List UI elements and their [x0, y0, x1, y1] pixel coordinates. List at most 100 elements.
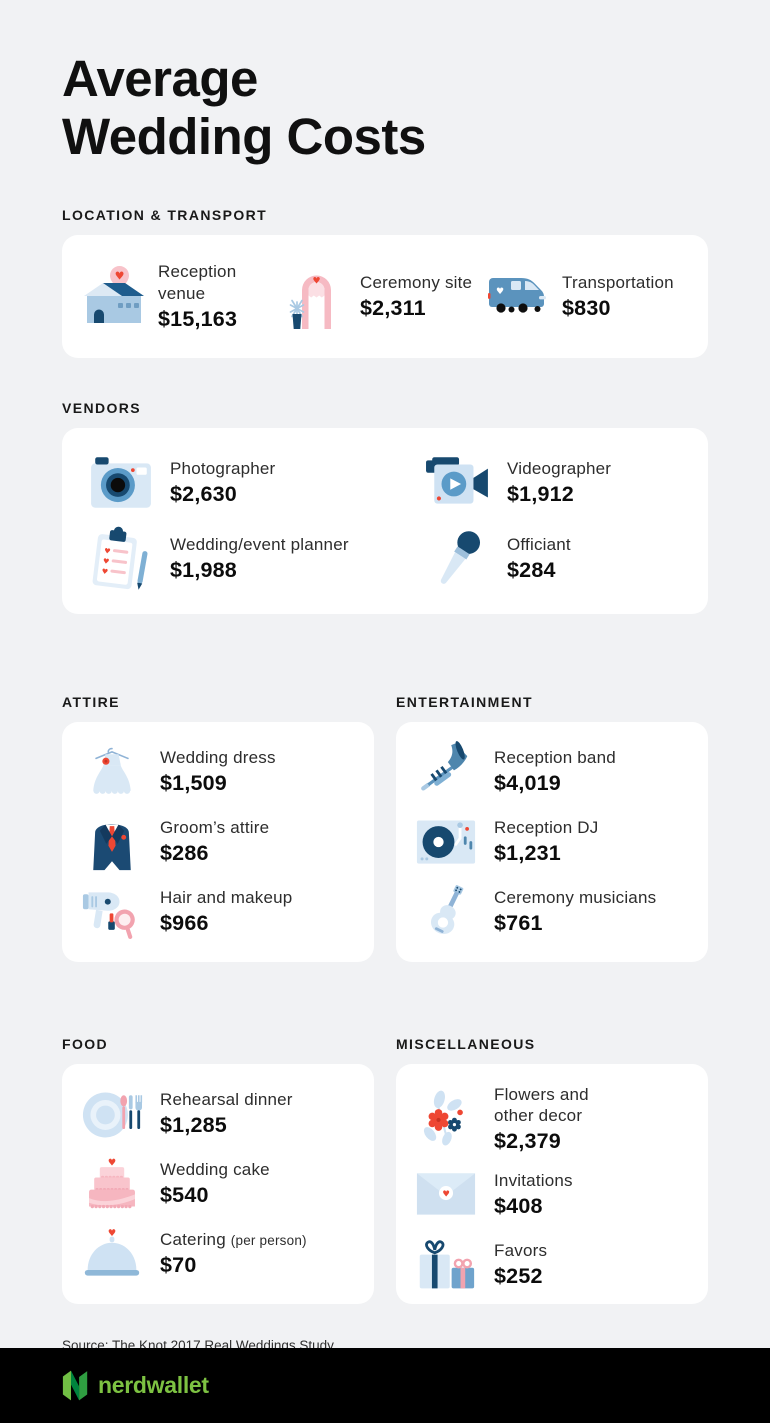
cost-label: Videographer — [507, 459, 612, 479]
cost-label: Transportation — [562, 272, 674, 292]
cost-text: Hair and makeup $966 — [160, 887, 292, 936]
svg-text:♥: ♥ — [101, 566, 109, 576]
cost-text: Flowers and other decor $2,379 — [494, 1084, 626, 1155]
cost-label: Invitations — [494, 1170, 573, 1190]
cost-text: Photographer $2,630 — [170, 458, 275, 507]
vendors-card: Photographer $2,630 Videographer $1,912 — [62, 427, 708, 614]
svg-text:♥: ♥ — [312, 276, 320, 286]
cost-value: $1,912 — [507, 482, 574, 507]
wedding-cake-icon: ♥ — [82, 1154, 142, 1214]
svg-text:♥: ♥ — [108, 1228, 116, 1239]
cost-text: Catering (per person) $70 — [160, 1229, 307, 1278]
cost-item-transportation: ♥ Transportation $830 — [486, 261, 688, 332]
cost-label: Photographer — [170, 459, 276, 479]
cost-item-ceremony-site: ♥ Ceremony site $2,311 — [284, 261, 486, 332]
cost-value: $1,509 — [160, 771, 227, 796]
cost-value: $2,379 — [494, 1129, 561, 1154]
cost-value: $540 — [160, 1183, 209, 1208]
nerdwallet-n-icon — [62, 1369, 89, 1402]
cost-item-reception-dj: Reception DJ $1,231 — [416, 812, 688, 872]
camera-icon — [88, 450, 154, 516]
microphone-icon — [425, 526, 491, 592]
flowers-icon — [416, 1089, 476, 1149]
cost-label: Flowers and other decor — [494, 1084, 589, 1125]
cost-value: $966 — [160, 911, 209, 936]
cost-item-reception-band: Reception band $4,019 — [416, 740, 688, 802]
infographic-page: Average Wedding Costs LOCATION & TRANSPOR… — [0, 50, 770, 1423]
title-line-2: Wedding Costs — [62, 107, 426, 165]
attire-card: Wedding dress $1,509 — [62, 721, 374, 962]
cost-item-photographer: Photographer $2,630 — [88, 450, 385, 516]
cost-label: Officiant — [507, 535, 571, 555]
cost-text: Favors $252 — [494, 1240, 547, 1289]
cost-value: $2,311 — [360, 296, 426, 321]
attire-column: ATTIRE — [62, 652, 374, 962]
cost-text: Reception DJ $1,231 — [494, 817, 598, 866]
section-label-entertainment: ENTERTAINMENT — [396, 693, 533, 710]
cost-value: $830 — [562, 296, 611, 321]
cost-text: Transportation $830 — [562, 272, 674, 321]
cost-label: Wedding cake — [160, 1160, 270, 1180]
cost-value: $2,630 — [170, 482, 237, 507]
cost-text: Wedding dress $1,509 — [160, 747, 276, 796]
svg-text:♥: ♥ — [442, 1189, 450, 1199]
cost-item-reception-venue: ♥ Reception venue $15,163 — [82, 261, 284, 332]
dinner-plate-icon — [82, 1084, 143, 1144]
cost-item-ceremony-musicians: Ceremony musicians $761 — [416, 882, 688, 942]
cost-item-wedding-planner: ♥ ♥ ♥ Wedding/event planner — [88, 526, 385, 592]
van-icon: ♥ — [486, 265, 550, 329]
svg-text:♥: ♥ — [108, 1157, 116, 1168]
nerdwallet-logo: nerdwallet — [62, 1369, 209, 1402]
attire-entertainment-row: ATTIRE — [62, 652, 708, 962]
cost-item-groom-attire: Groom’s attire $286 — [82, 812, 354, 872]
svg-text:♥: ♥ — [104, 546, 112, 556]
cost-value: $761 — [494, 911, 543, 936]
cost-item-officiant: Officiant $284 — [385, 526, 682, 592]
footer-bar: nerdwallet — [0, 1348, 770, 1423]
cost-label: Reception band — [494, 748, 616, 768]
cost-text: Groom’s attire $286 — [160, 817, 269, 866]
clipboard-icon: ♥ ♥ ♥ — [88, 526, 154, 592]
content-area: Average Wedding Costs LOCATION & TRANSPOR… — [0, 50, 770, 1353]
cost-label: Reception venue — [158, 262, 237, 303]
entertainment-column: ENTERTAINMENT — [396, 652, 708, 962]
envelope-heart-icon: ♥ — [416, 1164, 476, 1224]
entertainment-card: Reception band $4,019 — [396, 721, 708, 962]
turntable-icon — [416, 812, 476, 872]
location-transport-card: ♥ Reception venue $15,163 ♥ — [62, 235, 708, 358]
cost-label: Groom’s attire — [160, 818, 270, 838]
cost-value: $284 — [507, 558, 556, 583]
cost-label-suffix: (per person) — [230, 1233, 307, 1249]
wedding-dress-icon — [82, 742, 142, 802]
catering-cloche-icon: ♥ — [82, 1224, 142, 1284]
svg-text:♥: ♥ — [496, 287, 504, 297]
cost-label: Wedding/event planner — [170, 535, 349, 555]
cost-label: Ceremony musicians — [494, 888, 657, 908]
cost-text: Invitations $408 — [494, 1170, 573, 1219]
cost-value: $252 — [494, 1263, 543, 1288]
food-card: Rehearsal dinner $1,285 ♥ — [62, 1063, 374, 1304]
cost-item-favors: Favors $252 — [416, 1234, 688, 1294]
cost-label: Rehearsal dinner — [160, 1090, 293, 1110]
guitar-icon — [416, 882, 476, 942]
gift-boxes-icon — [416, 1234, 476, 1294]
groom-suit-icon — [82, 812, 142, 872]
section-label-miscellaneous: MISCELLANEOUS — [396, 1035, 536, 1052]
miscellaneous-card: Flowers and other decor $2,379 ♥ — [396, 1063, 708, 1304]
cost-text: Officiant $284 — [507, 534, 571, 583]
cost-value: $286 — [160, 841, 209, 866]
cost-value: $70 — [160, 1253, 197, 1278]
cost-value: $15,163 — [158, 306, 238, 331]
cost-text: Videographer $1,912 — [507, 458, 611, 507]
svg-text:♥: ♥ — [102, 556, 110, 566]
cost-text: Wedding/event planner $1,988 — [170, 534, 349, 583]
cost-value: $1,231 — [494, 841, 561, 866]
cost-label: Reception DJ — [494, 818, 599, 838]
house-location-pin-icon: ♥ — [82, 265, 146, 329]
section-label-food: FOOD — [62, 1035, 109, 1052]
trumpet-icon — [416, 740, 476, 802]
cost-item-wedding-cake: ♥ Wedding cake $540 — [82, 1154, 354, 1214]
cost-item-flowers-decor: Flowers and other decor $2,379 — [416, 1084, 688, 1155]
cost-label: Favors — [494, 1240, 548, 1260]
section-label-vendors: VENDORS — [62, 399, 142, 416]
